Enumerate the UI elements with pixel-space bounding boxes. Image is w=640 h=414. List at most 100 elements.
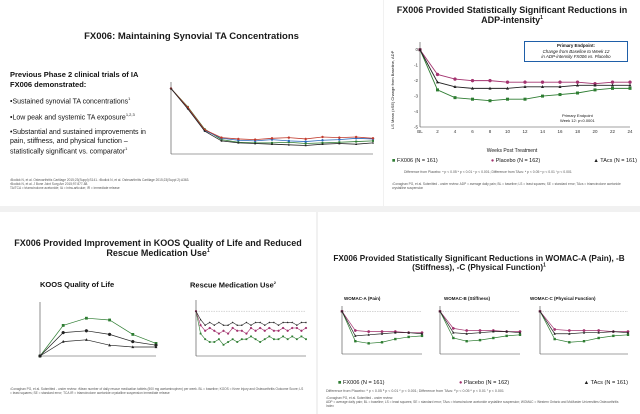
x-tick-label: 16 <box>557 129 563 134</box>
data-point <box>268 326 271 330</box>
slide-koos-rescue: FX006 Provided Improvement in KOOS Quali… <box>0 212 316 414</box>
data-point <box>236 341 239 343</box>
panel-title-stiffness: WOMAC-B (Stiffness) <box>444 296 490 301</box>
data-point <box>518 331 522 334</box>
data-point <box>250 335 252 338</box>
data-point <box>277 324 280 326</box>
data-point <box>553 332 556 335</box>
x-tick-label: 12 <box>522 129 528 134</box>
data-point <box>338 138 341 141</box>
data-point <box>321 135 324 139</box>
significance-footnote: Difference from Placebo: ᵃ p < 0.05 ᵇ p … <box>326 389 504 393</box>
data-point <box>231 326 234 330</box>
data-point <box>575 80 580 84</box>
data-point <box>465 329 469 332</box>
data-point <box>488 86 492 90</box>
data-point <box>394 337 397 341</box>
data-point <box>61 339 65 343</box>
data-point <box>218 338 220 341</box>
data-point <box>281 326 285 330</box>
data-point <box>245 338 248 341</box>
data-point <box>199 318 202 321</box>
x-tick-label: 20 <box>592 129 598 134</box>
data-point <box>277 329 280 332</box>
data-point <box>204 324 207 326</box>
data-point <box>287 139 291 143</box>
data-point <box>380 332 384 335</box>
data-point <box>304 140 307 143</box>
data-point <box>222 343 225 346</box>
references: ¹Conaghan PG, et al. Submitted - under r… <box>326 396 619 409</box>
data-point <box>628 86 632 90</box>
womac-function-chart <box>538 306 630 355</box>
data-point <box>245 321 248 324</box>
data-point <box>611 86 614 90</box>
data-point <box>436 80 439 84</box>
koos-chart <box>38 302 158 358</box>
data-point <box>418 47 422 51</box>
series-line <box>539 311 628 332</box>
series-line <box>341 311 422 334</box>
data-point <box>354 135 358 139</box>
data-point <box>465 332 468 335</box>
legend: ■ FX006 (N = 161) ● Placebo (N = 162) ▲ … <box>392 158 637 164</box>
data-point <box>85 338 88 341</box>
data-point <box>407 335 410 339</box>
y-axis-label: LS Mean (±SE) Change from Baseline, ADP <box>390 50 395 129</box>
data-point <box>611 83 614 87</box>
data-point <box>541 85 544 89</box>
slide-womac: FX006 Provided Statistically Significant… <box>318 212 640 414</box>
data-point <box>626 331 630 334</box>
womac-pain-chart <box>340 306 424 355</box>
data-point <box>199 332 202 335</box>
data-point <box>259 321 262 324</box>
data-point <box>394 331 397 334</box>
data-point <box>438 309 442 313</box>
data-point <box>300 335 303 338</box>
slide-synovial-ta: FX006: Maintaining Synovial TA Concentra… <box>0 0 383 206</box>
data-point <box>107 332 112 337</box>
data-point <box>277 338 280 341</box>
data-point <box>237 141 240 144</box>
x-tick-label: 10 <box>505 129 511 134</box>
data-point <box>240 324 243 326</box>
bullet-item: •Sustained synovial TA concentrations1 <box>10 96 131 106</box>
data-point <box>236 324 239 326</box>
data-point <box>372 139 374 142</box>
data-point <box>84 329 89 333</box>
data-point <box>435 72 440 77</box>
data-point <box>220 136 223 139</box>
data-point <box>628 83 632 87</box>
adp-intensity-chart: BL 2 4 6 8 10 12 14 16 18 20 22 240-1-2-3-4-5 <box>414 42 633 134</box>
x-axis-label: Weeks Post Treatment <box>486 148 538 154</box>
significance-footnote: Difference from Placebo: ᵃ p < 0.05 ᵇ p … <box>404 170 572 174</box>
data-point <box>372 141 374 144</box>
data-point <box>268 335 271 338</box>
data-point <box>195 310 197 312</box>
data-point <box>338 142 341 145</box>
data-point <box>453 85 457 89</box>
data-point <box>367 342 370 345</box>
data-point <box>582 340 586 343</box>
bullet-list: •Sustained synovial TA concentrations1 •… <box>10 96 160 162</box>
data-point <box>254 142 257 145</box>
data-point <box>231 321 234 324</box>
data-point <box>204 329 207 332</box>
data-point <box>287 141 290 144</box>
data-point <box>131 339 135 344</box>
data-point <box>236 329 239 332</box>
data-point <box>282 335 284 338</box>
data-point <box>582 331 586 334</box>
y-tick-label: -1 <box>414 63 418 68</box>
data-point <box>249 326 253 330</box>
legend: ■ FX006 (N = 161) ● Placebo (N = 162) ▲ … <box>338 380 628 386</box>
series-line <box>39 339 156 357</box>
data-point <box>523 85 527 89</box>
x-tick-label: 22 <box>610 129 616 134</box>
data-point <box>208 341 211 343</box>
series-line <box>170 88 374 141</box>
legend-item-tacs: ▲ TAcs (N = 161) <box>593 158 637 164</box>
data-point <box>541 94 544 98</box>
data-point <box>287 143 290 146</box>
data-point <box>558 93 562 97</box>
